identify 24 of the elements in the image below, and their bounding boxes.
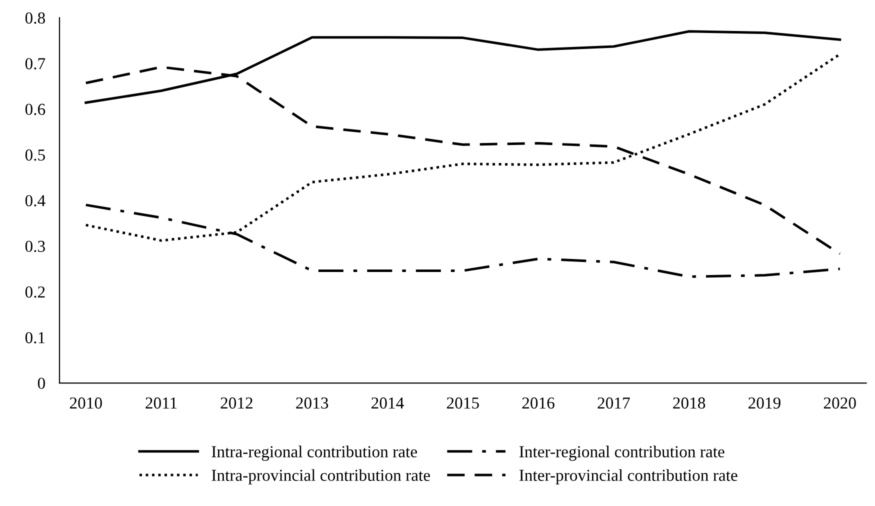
legend-label: Intra-regional contribution rate xyxy=(212,446,417,461)
y-tick-label: 0.8 xyxy=(25,12,45,24)
x-tick-label: 2013 xyxy=(296,397,328,409)
legend-label: Inter-provincial contribution rate xyxy=(519,469,738,484)
y-tick-label: 0.4 xyxy=(25,195,46,206)
legend-label: Intra-provincial contribution rate xyxy=(212,469,430,484)
x-tick-label: 2017 xyxy=(598,397,630,409)
y-tick-label: 0.3 xyxy=(25,240,45,252)
legend-label: Inter-regional contribution rate xyxy=(519,446,724,461)
x-tick-label: 2012 xyxy=(220,397,252,409)
y-tick-label: 0.7 xyxy=(25,58,46,70)
y-tick-label: 0.6 xyxy=(25,104,46,116)
x-tick-label: 2015 xyxy=(446,397,479,409)
x-tick-label: 2020 xyxy=(824,397,856,409)
x-tick-label: 2010 xyxy=(70,397,102,409)
x-tick-label: 2011 xyxy=(146,397,177,409)
x-tick-label: 2014 xyxy=(372,397,404,409)
y-tick-label: 0.2 xyxy=(25,286,45,298)
x-tick-label: 2016 xyxy=(522,397,554,409)
x-tick-label: 2018 xyxy=(673,397,706,409)
y-tick-label: 0 xyxy=(38,378,45,389)
y-tick-label: 0.1 xyxy=(25,332,45,344)
x-tick-label: 2019 xyxy=(748,397,780,409)
y-tick-label: 0.5 xyxy=(25,149,45,161)
